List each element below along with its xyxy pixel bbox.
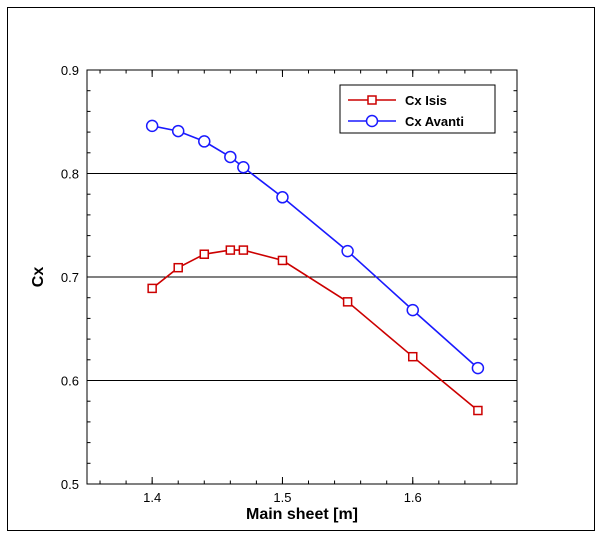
data-point xyxy=(342,297,353,307)
data-point xyxy=(198,135,211,148)
y-tick-label: 0.6 xyxy=(61,374,79,389)
axis-ticks: 0.5 0.6 0.7 0.8 0.9 1.4 1.5 1.6 xyxy=(61,63,518,505)
series-cx-avanti xyxy=(145,119,485,375)
x-tick-label: 1.4 xyxy=(143,490,161,505)
y-tick-label: 0.9 xyxy=(61,63,79,78)
legend-marker-circle xyxy=(365,114,379,128)
legend: Cx Isis Cx Avanti xyxy=(339,84,496,134)
y-tick-label: 0.5 xyxy=(61,477,79,492)
data-point xyxy=(237,161,250,174)
data-point xyxy=(406,303,420,317)
data-point xyxy=(408,351,418,362)
series-line xyxy=(152,125,479,369)
legend-marker-square xyxy=(367,95,377,105)
grid-lines xyxy=(87,173,517,381)
y-tick-label: 0.7 xyxy=(61,270,79,285)
x-axis-title: Main sheet [m] xyxy=(246,506,358,523)
data-point xyxy=(147,283,157,294)
series-cx-isis xyxy=(147,245,483,416)
data-point xyxy=(199,249,210,259)
chart-frame xyxy=(7,7,595,531)
legend-label-cx-avanti: Cx Avanti xyxy=(405,114,464,129)
legend-label-cx-isis: Cx Isis xyxy=(405,93,447,108)
data-point xyxy=(238,245,249,255)
data-point xyxy=(171,124,185,138)
x-tick-label: 1.5 xyxy=(273,490,291,505)
data-point xyxy=(173,262,183,273)
data-point xyxy=(471,361,485,375)
x-tick-label: 1.6 xyxy=(404,490,422,505)
data-point xyxy=(145,119,159,133)
series-group xyxy=(145,119,485,416)
data-point xyxy=(473,405,483,416)
data-point xyxy=(224,150,237,164)
y-axis-title: Cx xyxy=(30,267,47,288)
data-point xyxy=(225,245,236,255)
y-tick-label: 0.8 xyxy=(61,167,79,182)
data-point xyxy=(341,244,354,258)
data-point xyxy=(276,191,289,204)
legend-box xyxy=(339,84,496,134)
series-line xyxy=(151,249,479,412)
data-point xyxy=(277,255,288,266)
